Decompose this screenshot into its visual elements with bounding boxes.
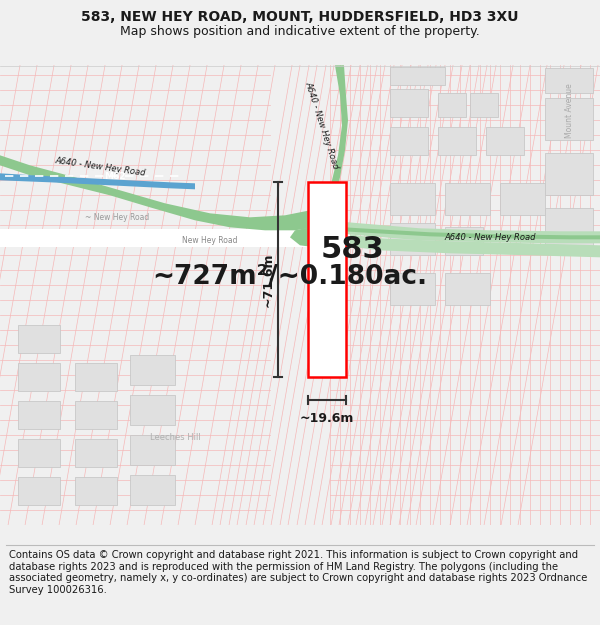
Bar: [308, 182, 346, 378]
Text: A640 - New Hey Road: A640 - New Hey Road: [54, 156, 146, 178]
Bar: [130, 435, 175, 465]
Bar: [18, 363, 60, 391]
Bar: [438, 127, 476, 155]
Bar: [18, 325, 60, 353]
Bar: [445, 228, 483, 255]
Polygon shape: [315, 225, 600, 239]
Text: Mount Avenue: Mount Avenue: [566, 83, 575, 138]
Text: Contains OS data © Crown copyright and database right 2021. This information is : Contains OS data © Crown copyright and d…: [9, 550, 587, 595]
Bar: [486, 127, 524, 155]
Polygon shape: [0, 168, 195, 189]
Text: ~727m²/~0.180ac.: ~727m²/~0.180ac.: [152, 264, 428, 290]
Text: Leeches Hill: Leeches Hill: [149, 432, 200, 442]
Bar: [390, 223, 435, 255]
Polygon shape: [315, 220, 600, 243]
Polygon shape: [295, 65, 348, 230]
Bar: [75, 401, 117, 429]
Text: 583: 583: [320, 235, 384, 264]
Bar: [545, 68, 593, 93]
Bar: [390, 273, 435, 305]
Text: ~19.6m: ~19.6m: [300, 412, 354, 425]
Bar: [130, 396, 175, 425]
Bar: [390, 127, 428, 155]
Text: A640 - New Hey Road: A640 - New Hey Road: [304, 81, 340, 170]
Bar: [445, 183, 490, 215]
Text: M62: M62: [104, 172, 126, 181]
Text: Map shows position and indicative extent of the property.: Map shows position and indicative extent…: [120, 26, 480, 39]
Bar: [545, 153, 593, 195]
Bar: [545, 98, 593, 140]
Bar: [438, 93, 466, 118]
Text: ~ New Hey Road: ~ New Hey Road: [85, 213, 149, 222]
Bar: [545, 208, 593, 250]
Bar: [130, 475, 175, 505]
Bar: [75, 363, 117, 391]
Bar: [445, 273, 490, 305]
Bar: [500, 183, 545, 215]
Text: 583, NEW HEY ROAD, MOUNT, HUDDERSFIELD, HD3 3XU: 583, NEW HEY ROAD, MOUNT, HUDDERSFIELD, …: [81, 10, 519, 24]
Bar: [390, 183, 435, 215]
Text: New Hey Road: New Hey Road: [182, 236, 238, 245]
Bar: [75, 478, 117, 505]
Bar: [470, 93, 498, 118]
Text: ~71.6m: ~71.6m: [262, 253, 275, 307]
Bar: [390, 68, 445, 85]
Bar: [75, 439, 117, 468]
Bar: [130, 355, 175, 385]
Polygon shape: [290, 220, 330, 248]
Bar: [0, 229, 350, 248]
Bar: [18, 478, 60, 505]
Polygon shape: [330, 233, 600, 258]
Text: A640 - New Hey Road: A640 - New Hey Road: [444, 232, 536, 242]
Bar: [18, 439, 60, 468]
Bar: [390, 89, 428, 118]
Bar: [18, 401, 60, 429]
Polygon shape: [0, 135, 325, 230]
